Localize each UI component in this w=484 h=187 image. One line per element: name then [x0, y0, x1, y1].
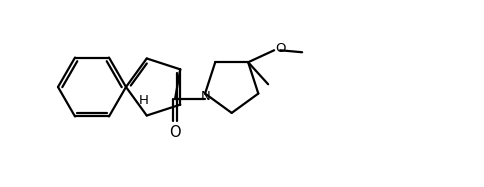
Text: O: O: [275, 42, 286, 55]
Text: N: N: [201, 90, 211, 103]
Text: H: H: [139, 94, 149, 107]
Text: O: O: [169, 125, 181, 140]
